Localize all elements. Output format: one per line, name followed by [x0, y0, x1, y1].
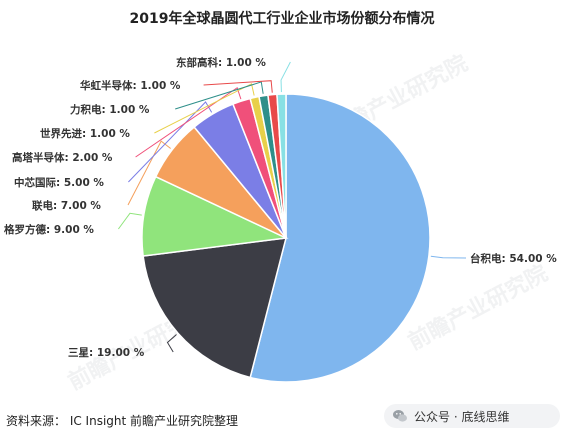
slice-label-10: 东部高科: 1.00 %: [176, 56, 266, 69]
leader-line-1: [430, 255, 467, 259]
slice-label-3: 格罗方德: 9.00 %: [4, 223, 94, 236]
leader-line-7: [154, 83, 255, 134]
slice-label-1: 台积电: 54.00 %: [470, 252, 557, 265]
pie-chart: 台积电: 54.00 % 三星: 19.00 % 格罗方德: 9.00 % 联电: 7…: [4, 56, 557, 383]
slice-label-6: 高塔半导体: 2.00 %: [12, 151, 113, 164]
leader-line-4: [127, 140, 171, 206]
leader-line-6: [135, 86, 242, 158]
pie-slice-10: [276, 93, 287, 239]
wechat-icon: [393, 410, 407, 422]
chart-title: 2019年全球晶圆代工行业企业市场份额分布情况: [129, 11, 435, 27]
leader-line-8: [175, 81, 264, 110]
slice-label-4: 联电: 7.00 %: [32, 199, 101, 212]
leader-line-10: [280, 61, 291, 93]
slice-label-9: 华虹半导体: 1.00 %: [80, 79, 181, 92]
pie-slice-1: [249, 93, 431, 383]
leader-line-5: [128, 101, 213, 183]
leader-line-2: [166, 334, 177, 353]
wechat-account-text: 公众号 · 底线思维: [414, 409, 510, 424]
slice-label-2: 三星: 19.00 %: [68, 347, 145, 359]
wechat-account-badge: 公众号 · 底线思维: [384, 404, 560, 428]
source-note: 资料来源： IC Insight 前瞻产业研究院整理: [6, 414, 239, 428]
slice-label-5: 中芯国际: 5.00 %: [14, 176, 104, 189]
slice-label-8: 力积电: 1.00 %: [70, 103, 150, 116]
pie-slice-2: [142, 237, 288, 379]
pie-slice-3: [141, 175, 289, 257]
leader-line-3: [117, 212, 142, 230]
leader-line-9: [203, 80, 273, 93]
slice-label-7: 世界先进: 1.00 %: [40, 127, 130, 140]
